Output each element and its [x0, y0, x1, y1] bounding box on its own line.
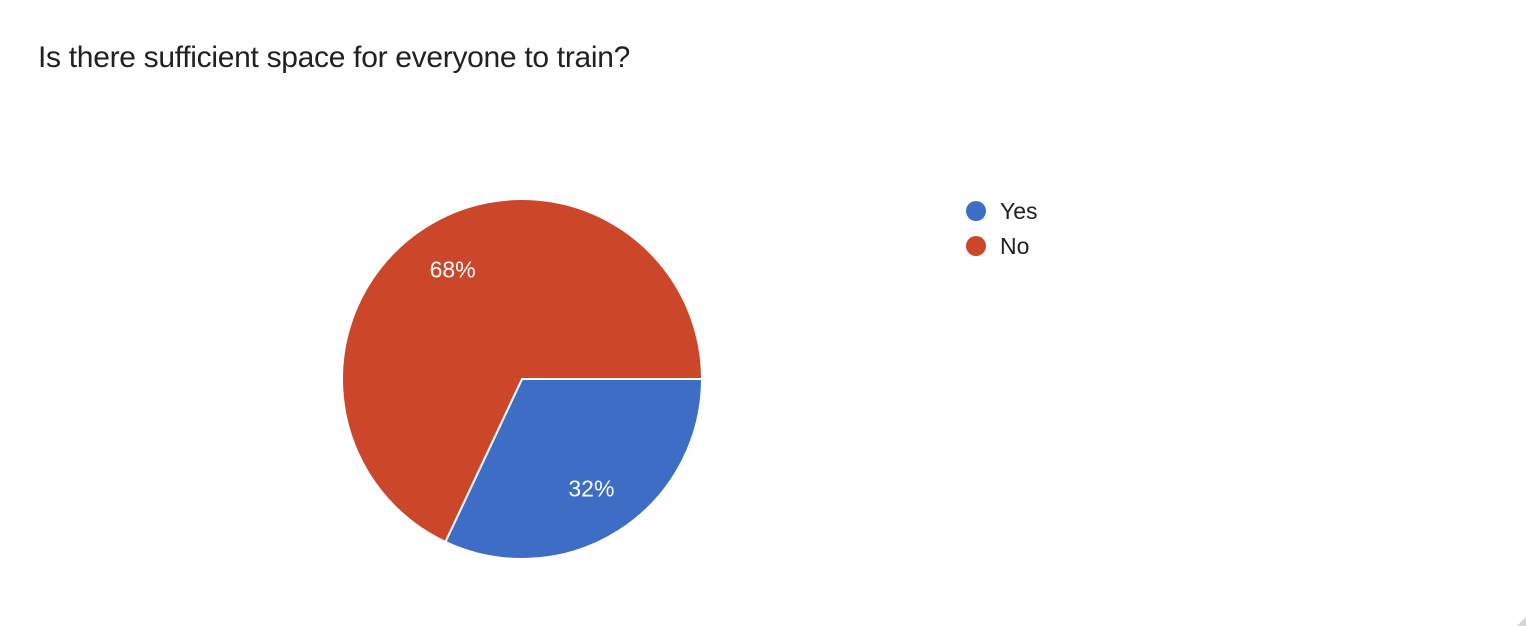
legend-item-no: No [966, 233, 1038, 259]
pie-label-no: 68% [430, 257, 476, 283]
pie-label-yes: 32% [568, 475, 614, 501]
legend-label-yes: Yes [1000, 198, 1038, 224]
question-title: Is there sufficient space for everyone t… [38, 41, 631, 74]
legend-item-yes: Yes [966, 198, 1038, 224]
pie-slice-no[interactable] [341, 198, 703, 543]
pie-slices [341, 198, 703, 560]
legend-dot-yes-icon [966, 201, 986, 221]
chart-legend: Yes No [966, 198, 1038, 271]
legend-dot-no-icon [966, 236, 986, 256]
pie-slice-yes[interactable] [444, 378, 703, 560]
window-resize-corner-icon [1517, 617, 1526, 626]
legend-label-no: No [1000, 233, 1030, 259]
pie-slice-labels: 32% 68% [430, 257, 615, 502]
